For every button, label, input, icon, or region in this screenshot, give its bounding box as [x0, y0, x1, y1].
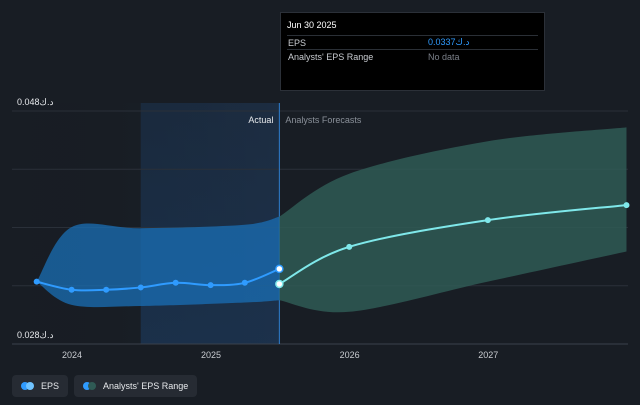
series-point-1-1[interactable]	[346, 243, 353, 250]
tooltip: Jun 30 2025 EPS 0.0337د.ك Analysts' EPS …	[280, 12, 545, 91]
forecast-eps-range-band	[279, 127, 627, 313]
series-points	[33, 202, 630, 293]
tooltip-date: Jun 30 2025	[287, 20, 337, 30]
tooltip-eps-label: EPS	[288, 37, 307, 48]
series-point-0-1[interactable]	[68, 286, 75, 293]
series-point-0-7[interactable]	[275, 264, 284, 274]
series-point-0-5[interactable]	[207, 282, 214, 289]
legend: EPS Analysts' EPS Range	[12, 375, 198, 397]
y-max-label: 0.048د.ك	[17, 97, 53, 107]
plot-background	[12, 103, 280, 344]
series-point-0-3[interactable]	[137, 284, 144, 291]
series-point-1-3[interactable]	[623, 202, 630, 209]
x-tick-label-2027: 2027	[478, 350, 498, 360]
legend-item-eps[interactable]: EPS	[12, 375, 69, 397]
actual-eps-range-band	[36, 216, 280, 308]
tooltip-range-value: No data	[428, 51, 460, 62]
series-point-1-0[interactable]	[275, 279, 284, 289]
y-min-label: 0.028د.ك	[17, 330, 53, 340]
forecast-region-label: Analysts Forecasts	[285, 115, 362, 125]
series-point-0-0[interactable]	[33, 278, 40, 285]
series-point-0-2[interactable]	[103, 286, 110, 293]
series-line-1	[278, 204, 627, 285]
eps-legend-icon	[21, 382, 35, 390]
legend-label-eps: EPS	[41, 381, 60, 391]
tooltip-eps-value: 0.0337د.ك	[428, 37, 470, 47]
x-tick-label-2026: 2026	[340, 350, 360, 360]
chart-labels: 0.048د.ك 0.028د.ك 2024 2025 2026 2027 Actual An…	[17, 97, 498, 360]
series-point-0-6[interactable]	[241, 279, 248, 286]
x-tick-label-2024: 2024	[62, 350, 82, 360]
series-point-0-4[interactable]	[172, 279, 179, 286]
series-point-1-2[interactable]	[484, 217, 491, 224]
tooltip-range-label: Analysts' EPS Range	[288, 51, 374, 62]
legend-item-eps-range[interactable]: Analysts' EPS Range	[74, 375, 198, 397]
legend-label-eps-range: Analysts' EPS Range	[103, 381, 189, 391]
tooltip-row-range: Analysts' EPS Range No data	[287, 49, 538, 63]
eps-range-legend-icon	[83, 382, 97, 390]
actual-region-label: Actual	[248, 115, 273, 125]
x-tick-label-2025: 2025	[201, 350, 221, 360]
tooltip-row-eps: EPS 0.0337د.ك	[287, 35, 538, 49]
